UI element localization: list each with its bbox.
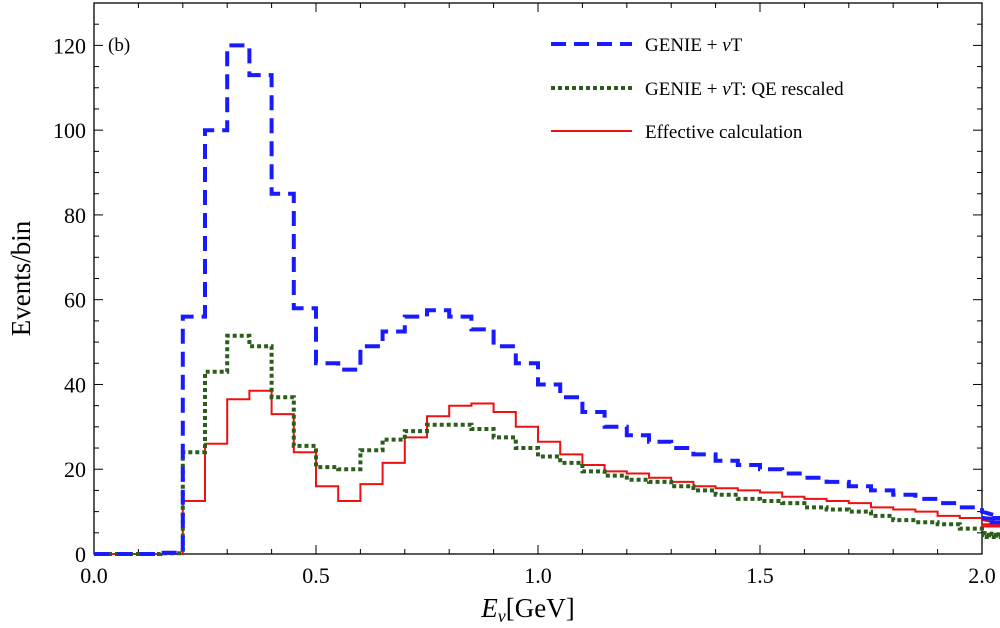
x-tick-label: 1.5 (746, 563, 774, 588)
x-tick-label: 2.0 (968, 563, 996, 588)
series-line (94, 333, 1000, 556)
legend-label: Effective calculation (645, 122, 803, 143)
x-tick-label: 0.0 (80, 563, 108, 588)
y-tick-label: 80 (64, 203, 86, 228)
axis-ticks: 0.0 0.5 1.0 1.5 2.0 0 20 40 60 80 100 120 (53, 3, 996, 588)
x-axis-title: Eν[GeV] (480, 593, 574, 626)
legend-label-nu: ν (722, 35, 731, 56)
series-group (94, 43, 1000, 556)
x-tick-label: 0.5 (302, 563, 330, 588)
legend-label: GENIE + νT (645, 35, 743, 56)
x-axis-unit: [GeV] (506, 593, 575, 623)
y-tick-label: 60 (64, 288, 86, 313)
series-line (94, 43, 1000, 556)
series-line (94, 389, 1000, 555)
panel-label: (b) (108, 35, 130, 56)
y-tick-label: 100 (53, 118, 86, 143)
x-axis-symbol: E (480, 593, 498, 623)
y-tick-label: 20 (64, 457, 86, 482)
x-tick-label: 1.0 (524, 563, 552, 588)
y-axis-title: Events/bin (6, 220, 36, 336)
legend-label: GENIE + νT: QE rescaled (645, 79, 844, 100)
y-tick-label: 0 (75, 542, 86, 567)
y-tick-label: 120 (53, 33, 86, 58)
legend-label-nu: ν (722, 79, 731, 100)
legend-label-suffix: T: QE rescaled (731, 79, 844, 100)
y-tick-label: 40 (64, 372, 86, 397)
x-axis-subscript: ν (498, 606, 506, 626)
legend-label-prefix: GENIE + (645, 35, 722, 56)
legend-label-suffix: T (731, 35, 743, 56)
legend-label-prefix: Effective calculation (645, 122, 803, 143)
legend-label-prefix: GENIE + (645, 79, 722, 100)
